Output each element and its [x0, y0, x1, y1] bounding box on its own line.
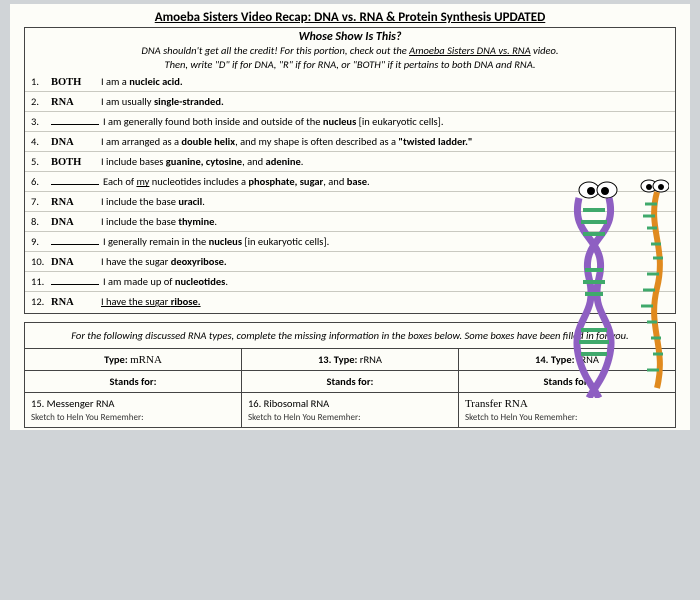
section-2-header: For the following discussed RNA types, c…: [25, 323, 676, 349]
answer: DNA: [51, 257, 101, 268]
statement-row: 1.BOTHI am a nucleic acid.: [25, 72, 675, 91]
answer-blank: [51, 235, 99, 245]
statement-row: 2.RNAI am usually single-stranded.: [25, 91, 675, 111]
section-1: Whose Show Is This? DNA shouldn't get al…: [24, 27, 676, 314]
statement: I am made up of nucleotides.: [103, 275, 669, 288]
statement-row: 11. I am made up of nucleotides.: [25, 271, 675, 291]
worksheet-page: Amoeba Sisters Video Recap: DNA vs. RNA …: [10, 4, 690, 430]
row-number: 10.: [31, 255, 51, 268]
statement-row: 5.BOTHI include bases guanine, cytosine,…: [25, 151, 675, 171]
statement-row: 6. Each of my nucleotides includes a phos…: [25, 171, 675, 191]
statement-row: 9. I generally remain in the nucleus [in …: [25, 231, 675, 251]
statement: I am generally found both inside and out…: [103, 115, 669, 128]
row-number: 2.: [31, 95, 51, 108]
statement: I am a nucleic acid.: [101, 75, 669, 88]
row-number: 4.: [31, 135, 51, 148]
row-number: 3.: [31, 115, 51, 128]
stands-for-label: Stands for:: [25, 371, 242, 393]
cutoff-text: Sketch to Heln You Rememher:: [31, 410, 235, 423]
statement: Each of my nucleotides includes a phosph…: [103, 175, 669, 188]
page-title: Amoeba Sisters Video Recap: DNA vs. RNA …: [24, 10, 676, 25]
stands-for-value: Transfer RNASketch to Heln You Rememher:: [458, 393, 675, 428]
statement: I include bases guanine, cytosine, and a…: [101, 155, 669, 168]
row-number: 6.: [31, 175, 51, 188]
statement: I include the base thymine.: [101, 215, 669, 228]
statement: I generally remain in the nucleus [in eu…: [103, 235, 669, 248]
answer-blank: [51, 175, 99, 185]
row-number: 12.: [31, 295, 51, 308]
stands-for-label: Stands for:: [458, 371, 675, 393]
section-2-table: For the following discussed RNA types, c…: [24, 322, 676, 428]
section-1-header: Whose Show Is This?: [25, 28, 675, 44]
statement-row: 10.DNAI have the sugar deoxyribose.: [25, 251, 675, 271]
answer-blank: [51, 115, 99, 125]
answer: DNA: [51, 137, 101, 148]
stands-for-value: 15. Messenger RNASketch to Heln You Reme…: [25, 393, 242, 428]
statement-row: 7.RNAI include the base uracil.: [25, 191, 675, 211]
answer: RNA: [51, 197, 101, 208]
type-cell: 14. Type: tRNA: [458, 349, 675, 371]
answer-blank: [51, 275, 99, 285]
answer: BOTH: [51, 77, 101, 88]
cutoff-text: Sketch to Heln You Rememher:: [248, 410, 452, 423]
section-1-sub1: DNA shouldn't get all the credit! For th…: [25, 44, 675, 58]
statement: I have the sugar deoxyribose.: [101, 255, 669, 268]
answer: RNA: [51, 97, 101, 108]
row-number: 11.: [31, 275, 51, 288]
type-cell: 13. Type: rRNA: [241, 349, 458, 371]
statement: I include the base uracil.: [101, 195, 669, 208]
section-1-sub2: Then, write "D" if for DNA, "R" if for R…: [25, 58, 675, 72]
answer: RNA: [51, 297, 101, 308]
statement: I am arranged as a double helix, and my …: [101, 135, 669, 148]
statement-row: 3. I am generally found both inside and o…: [25, 111, 675, 131]
stands-for-label: Stands for:: [241, 371, 458, 393]
statement-row: 8.DNAI include the base thymine.: [25, 211, 675, 231]
answer: DNA: [51, 217, 101, 228]
stands-for-value: 16. Ribosomal RNASketch to Heln You Reme…: [241, 393, 458, 428]
answer: BOTH: [51, 157, 101, 168]
statement: I am usually single-stranded.: [101, 95, 669, 108]
type-cell: Type: mRNA: [25, 349, 242, 371]
row-number: 5.: [31, 155, 51, 168]
row-number: 9.: [31, 235, 51, 248]
statement-row: 12.RNAI have the sugar ribose.: [25, 291, 675, 311]
row-number: 8.: [31, 215, 51, 228]
statement: I have the sugar ribose.: [101, 295, 669, 308]
row-number: 7.: [31, 195, 51, 208]
statement-row: 4.DNAI am arranged as a double helix, an…: [25, 131, 675, 151]
row-number: 1.: [31, 75, 51, 88]
section-1-rows: 1.BOTHI am a nucleic acid.2.RNAI am usua…: [25, 72, 675, 311]
cutoff-text: Sketch to Heln You Rememher:: [465, 410, 669, 423]
